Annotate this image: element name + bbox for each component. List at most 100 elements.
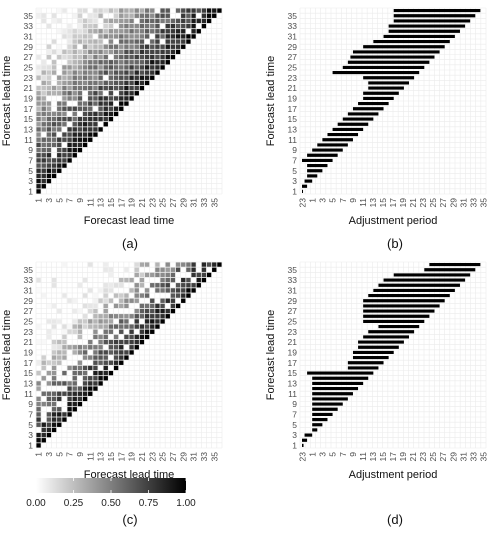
panel-a-heat-cell: [77, 127, 83, 132]
panel-c-heat-cell: [98, 381, 103, 386]
panel-c-heat-cell: [155, 283, 160, 288]
panel-c-heat-cell: [191, 262, 196, 267]
panel-a-heat-cell: [46, 101, 52, 106]
panel-d-x-tick-label: 11: [358, 452, 368, 461]
panel-a-heat-cell: [82, 111, 88, 117]
panel-a-heat-cell: [77, 147, 83, 153]
panel-c-heat-cell: [67, 345, 72, 350]
panel-c-heat-cell: [155, 324, 160, 329]
panel-d-y-tick-label: 5: [292, 420, 297, 430]
panel-c-heat-cell: [82, 386, 88, 391]
panel-a-heat-cell: [88, 127, 93, 132]
panel-c-heat-cell: [186, 277, 191, 283]
panel-a-heat-cell: [103, 80, 108, 86]
panel-c-y-tick-label: 1: [28, 440, 33, 450]
panel-c-heat-cell: [103, 324, 108, 329]
panel-c-heat-cell: [51, 412, 57, 417]
panel-a-heat-cell: [160, 49, 165, 55]
panel-c-x-tick-label: 31: [189, 452, 199, 462]
panel-c-heat-cell: [129, 324, 134, 329]
panel-a-heat-cell: [201, 18, 207, 24]
panel-c-heat-cell: [72, 370, 77, 376]
panel-c-heat-cell: [41, 376, 46, 381]
panel-a-heat-cell: [134, 91, 139, 96]
panel-d-range-bars: 1357911131517192123252729313335Forecast …: [265, 261, 488, 481]
panel-a-heat-cell: [41, 106, 46, 111]
panel-c-heat-cell: [51, 376, 57, 381]
panel-c-heat-cell: [88, 391, 93, 396]
panel-a-heat-cell: [144, 49, 150, 55]
panel-a-heat-cell: [77, 60, 83, 65]
panel-a-heat-cell: [88, 85, 93, 91]
panel-a-heat-cell: [124, 18, 129, 24]
panel-d-x-tick-label: 15: [378, 452, 388, 462]
panel-a-heat-cell: [129, 39, 134, 44]
panel-c-heat-cell: [103, 370, 108, 376]
panel-c-heat-cell: [36, 277, 41, 283]
panel-a-heat-cell: [98, 54, 103, 60]
panel-c-heat-cell: [36, 407, 41, 412]
panel-c-heat-cell: [201, 277, 207, 283]
panel-c-heat-cell: [62, 345, 67, 350]
panel-c-heat-cell: [103, 262, 108, 267]
panel-c-heat-cell: [51, 427, 57, 433]
panel-a-y-tick-label: 33: [24, 21, 34, 31]
panel-c-y-tick-label: 7: [28, 409, 33, 419]
panel-a-heat-cell: [93, 91, 98, 96]
panel-a-heat-cell: [113, 65, 119, 70]
panel-b-x-tick-label: 5: [328, 198, 338, 203]
panel-c-heat-cell: [113, 350, 119, 355]
panel-a-heat-cell: [144, 29, 150, 34]
panel-a-heat-cell: [191, 29, 196, 34]
panel-a-heat-cell: [67, 80, 72, 86]
panel-b-y-tick-label: 13: [288, 124, 298, 134]
panel-a-heat-cell: [150, 60, 155, 65]
panel-a-heat-cell: [36, 132, 41, 137]
panel-a-heat-cell: [46, 116, 52, 122]
panel-a-heat-cell: [57, 101, 62, 106]
panel-a-heat-cell: [119, 65, 124, 70]
panel-c-heat-cell: [72, 345, 77, 350]
panel-a-heat-cell: [103, 116, 108, 122]
panel-a-heat-cell: [62, 54, 67, 60]
panel-a-heat-cell: [98, 75, 103, 80]
panel-a-heat-cell: [62, 70, 67, 75]
panel-a-heat-cell: [155, 54, 160, 60]
panel-a-heat-cell: [113, 96, 119, 101]
panel-c-heat-cell: [41, 339, 46, 345]
panel-b-y-tick-label: 19: [288, 93, 298, 103]
panel-c-heat-cell: [181, 277, 186, 283]
panel-a-heat-cell: [150, 8, 155, 13]
panel-a-heat-cell: [129, 18, 134, 24]
panel-c-heat-cell: [57, 396, 62, 402]
panel-c-heat-cell: [108, 370, 114, 376]
panel-d-x-tick-label: 35: [478, 452, 488, 462]
panel-a-heat-cell: [51, 65, 57, 70]
panel-c-heat-cell: [150, 314, 155, 319]
panel-a-heat-cell: [103, 65, 108, 70]
panel-c-heat-cell: [129, 345, 134, 350]
panel-a-heat-cell: [82, 8, 88, 13]
panel-a-heat-cell: [103, 29, 108, 34]
panel-c-heat-cell: [103, 365, 108, 371]
panel-c-heat-cell: [72, 381, 77, 386]
panel-a-heat-cell: [77, 101, 83, 106]
panel-a-heat-cell: [196, 18, 201, 24]
panel-d-x-tick-label: 33: [468, 452, 478, 462]
panel-a-heat-cell: [46, 158, 52, 163]
panel-c-heat-cell: [72, 386, 77, 391]
panel-c-heat-cell: [160, 272, 165, 278]
panel-a-heat-cell: [113, 70, 119, 75]
panel-a-heat-cell: [51, 85, 57, 91]
panel-c-heat-cell: [196, 272, 201, 278]
panel-a-heat-cell: [62, 137, 67, 142]
panel-c-heat-cell: [175, 303, 181, 309]
panel-a-heat-cell: [181, 18, 186, 24]
panel-a-heat-cell: [129, 13, 134, 18]
panel-a-heat-cell: [93, 54, 98, 60]
panel-a-heat-cell: [41, 142, 46, 148]
panel-a-x-tick-label: 33: [199, 198, 209, 208]
panel-c-heat-cell: [62, 412, 67, 417]
panel-a-heat-cell: [67, 137, 72, 142]
